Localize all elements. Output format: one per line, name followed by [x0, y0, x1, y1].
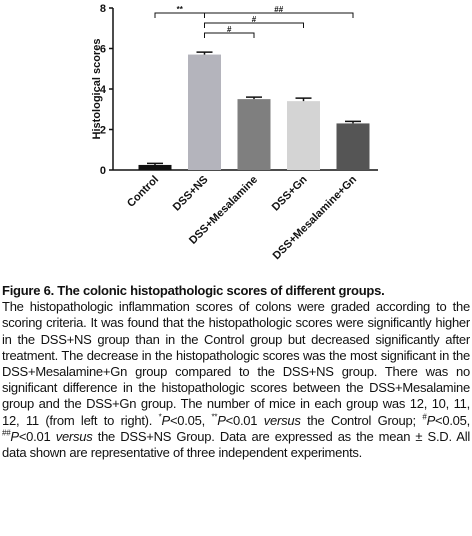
y-tick-label: 0 — [100, 165, 106, 177]
y-axis-label: Histological scores — [91, 39, 103, 140]
italic: P — [10, 428, 19, 444]
significance-bracket — [204, 12, 354, 18]
significance-label: ** — [177, 5, 184, 14]
error-bar — [295, 97, 312, 102]
caption-text: <0.01 — [18, 428, 56, 444]
sup: ## — [2, 428, 11, 438]
x-tick-label: Control — [125, 174, 161, 210]
bar — [336, 123, 370, 170]
significance-label: # — [252, 15, 257, 24]
bar — [237, 99, 271, 170]
caption-text: The histopathologic inflammation scores … — [2, 299, 470, 428]
x-tick-label: DSS+NS — [171, 174, 211, 214]
chart: Histological scores 0 2 4 6 8 Control DSS+NS DS… — [91, 3, 378, 262]
caption-text: <0.05, — [169, 412, 212, 428]
y-tick-label: 2 — [100, 125, 106, 137]
italic: versus — [263, 412, 301, 428]
caption-text: the Control Group; — [300, 412, 423, 428]
y-tick-label: 6 — [100, 44, 106, 56]
error-bar — [147, 162, 163, 165]
error-bar — [196, 51, 213, 55]
sup: # — [422, 412, 427, 422]
sup: ** — [211, 412, 218, 422]
error-bar — [246, 96, 262, 100]
x-tick-label: DSS+Mesalamine+Gn — [271, 173, 360, 262]
italic: versus — [55, 428, 93, 444]
error-bar — [345, 120, 361, 124]
significance-label: # — [227, 25, 232, 34]
y-tick-label: 8 — [100, 3, 106, 15]
bar — [287, 101, 320, 170]
caption: Figure 6. The colonic histopathologic sc… — [2, 283, 470, 461]
y-tick-label: 4 — [100, 84, 107, 96]
italic: P — [161, 412, 171, 428]
caption-text: <0.01 — [225, 412, 264, 428]
significance-bracket — [204, 22, 304, 28]
sup: * — [158, 412, 162, 422]
caption-text: <0.05, — [435, 412, 471, 428]
caption-title: Figure 6. The colonic histopathologic sc… — [2, 283, 385, 298]
bar — [188, 54, 221, 171]
italic: P — [426, 412, 436, 428]
italic: P — [217, 412, 226, 428]
significance-bracket — [204, 32, 255, 38]
significance-label: ## — [274, 5, 283, 14]
caption-text: the DSS+NS Group. Data are expressed as … — [2, 428, 471, 461]
bar — [138, 164, 172, 170]
x-tick-label: DSS+Gn — [270, 173, 310, 213]
